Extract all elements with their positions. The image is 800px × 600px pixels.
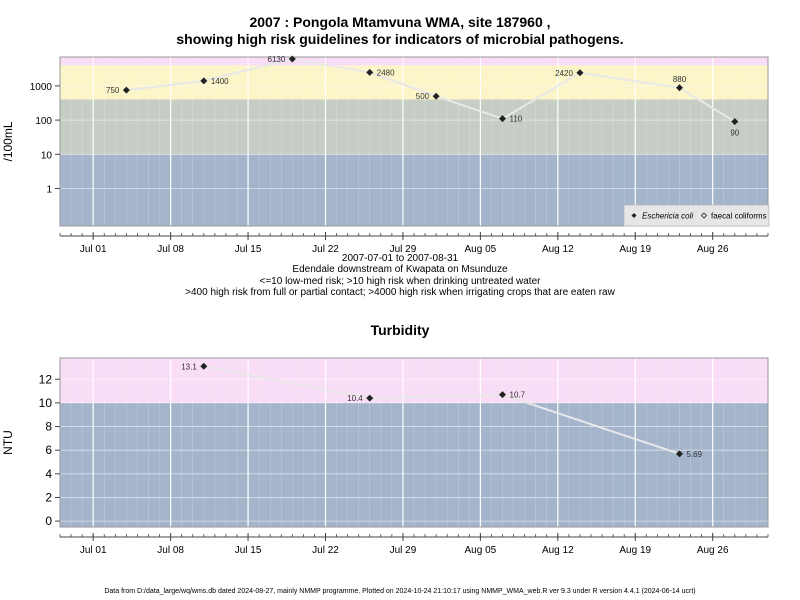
x-tick-label: Jul 22 [312, 244, 339, 255]
risk-band-0 [60, 402, 768, 527]
x-tick-label: Jul 01 [80, 545, 107, 556]
data-label: 750 [106, 86, 120, 95]
data-label: 10.4 [347, 394, 363, 403]
chart1-note-daterange: 2007-07-01 to 2007-08-31 [341, 253, 459, 264]
data-label: 880 [673, 75, 687, 84]
series-line [203, 365, 680, 455]
y-tick-label: 10 [39, 396, 53, 410]
y-tick-label: 1 [46, 184, 52, 195]
data-label: 2480 [377, 68, 395, 77]
x-tick-label: Jul 08 [157, 244, 184, 255]
data-point [200, 77, 208, 85]
x-tick-label: Aug 19 [619, 244, 651, 255]
y-tick-label: 12 [39, 372, 53, 386]
data-point [499, 391, 506, 399]
chart2-title: Turbidity [370, 322, 430, 338]
legend-ecoli-label: Eschericia coli [642, 212, 693, 221]
data-point [676, 450, 683, 458]
legend: Eschericia coli faecal coliforms [623, 204, 770, 227]
data-label: 1400 [211, 77, 229, 86]
data-label: 10.7 [510, 391, 526, 400]
legend-ecoli-marker [631, 213, 637, 218]
data-point [366, 68, 374, 76]
data-label: 5.69 [687, 450, 703, 459]
data-label: 90 [730, 129, 739, 138]
x-tick-label: Jul 15 [235, 545, 262, 556]
chart1-note-drinking: <=10 low-med risk; >10 high risk when dr… [259, 276, 541, 287]
x-tick-label: Jul 08 [157, 545, 184, 556]
x-tick-label: Jul 22 [312, 545, 339, 556]
data-label: 500 [416, 92, 430, 101]
x-tick-label: Jul 15 [235, 244, 262, 255]
x-tick-label: Jul 29 [390, 244, 417, 255]
y-tick-label: 4 [45, 467, 52, 481]
data-label: 2420 [555, 69, 573, 78]
data-point [122, 86, 130, 94]
data-point [200, 362, 208, 370]
plot-frame [59, 56, 769, 227]
data-point [676, 84, 683, 92]
data-point [576, 69, 584, 77]
x-tick-label: Aug 26 [697, 244, 729, 255]
x-tick-label: Aug 19 [619, 545, 651, 556]
y-tick-label: 1000 [30, 82, 53, 93]
data-label: 13.1 [181, 362, 197, 371]
data-point [432, 92, 440, 100]
plot-frame [59, 357, 769, 528]
data-point [366, 394, 374, 402]
x-tick-label: Aug 12 [542, 545, 574, 556]
x-tick-label: Aug 12 [542, 244, 574, 255]
grid-lines [59, 57, 769, 226]
y-tick-label: 100 [35, 116, 52, 127]
chart1-note-site: Edendale downstream of Kwapata on Msundu… [292, 264, 508, 275]
y-tick-label: 8 [45, 420, 52, 434]
footer-source-note: Data from D:/data_large/wq/wms.db dated … [104, 588, 696, 595]
x-tick-label: Aug 05 [465, 244, 497, 255]
risk-band-1 [60, 358, 768, 403]
x-tick-label: Aug 05 [465, 545, 497, 556]
data-point [731, 118, 739, 126]
legend-box [623, 204, 770, 227]
y-axis-title: NTU [1, 430, 15, 455]
y-tick-label: 6 [45, 443, 52, 457]
y-axis-title: /100mL [1, 121, 15, 161]
risk-band-3 [60, 57, 768, 66]
data-point [288, 55, 296, 63]
x-tick-label: Aug 26 [697, 545, 729, 556]
x-tick-label: Jul 01 [80, 244, 107, 255]
y-tick-label: 10 [41, 150, 53, 161]
risk-band-1 [60, 99, 768, 155]
legend-faecal-marker [700, 212, 708, 219]
data-point [499, 115, 506, 123]
chart1-note-contact: >400 high risk from full or partial cont… [185, 287, 615, 298]
y-tick-label: 0 [45, 514, 52, 528]
data-label: 6130 [268, 55, 286, 64]
chart1-title-line2: showing high risk guidelines for indicat… [176, 31, 624, 47]
data-label: 110 [510, 115, 523, 124]
y-tick-label: 2 [45, 490, 52, 504]
x-tick-label: Jul 29 [390, 545, 417, 556]
chart1-title-line1: 2007 : Pongola Mtamvuna WMA, site 187960… [249, 14, 551, 30]
legend-faecal-label: faecal coliforms [711, 212, 767, 221]
